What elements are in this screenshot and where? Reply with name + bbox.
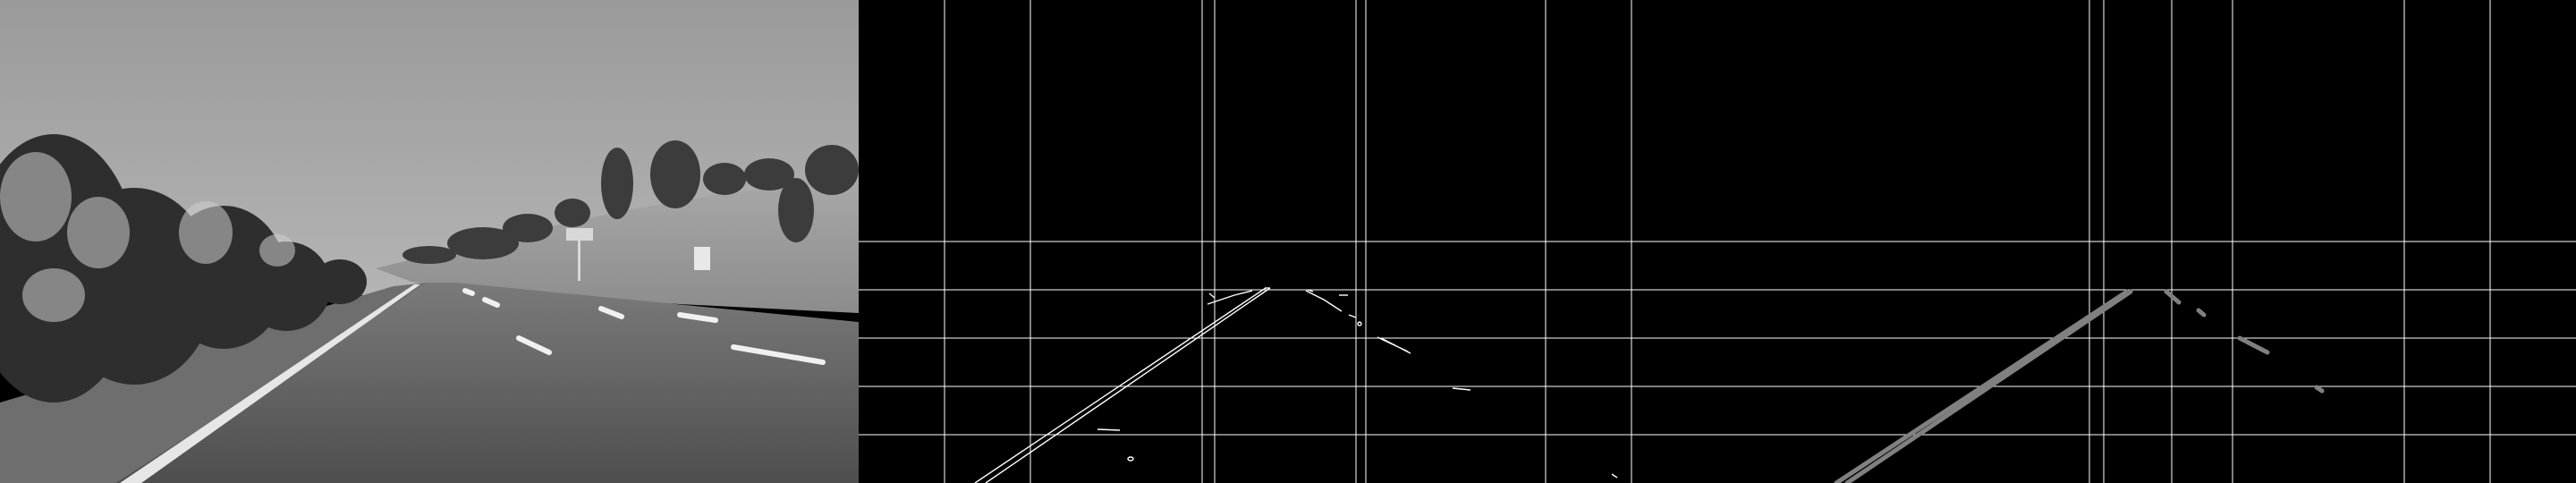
- lane-lines-panel: [1717, 0, 2576, 483]
- edge-map-panel: [859, 0, 1717, 483]
- right-trees: [402, 140, 859, 264]
- road-surface: [116, 283, 859, 483]
- road-photo: [0, 0, 859, 483]
- grid-lines: [859, 0, 1717, 483]
- edge-map: [859, 0, 1717, 483]
- left-shoulder: [0, 283, 428, 483]
- right-dashed-lane: [462, 288, 826, 365]
- hillside: [376, 179, 859, 313]
- detected-lanes: [1834, 289, 2325, 483]
- road-photo-panel: [0, 0, 859, 483]
- detected-edges: [974, 287, 1618, 483]
- grid-lines-right: [1717, 0, 2576, 483]
- road-signs: [566, 228, 710, 281]
- left-lane-line: [120, 284, 420, 483]
- lane-lines: [1717, 0, 2576, 483]
- left-bush-highlights: [0, 152, 295, 322]
